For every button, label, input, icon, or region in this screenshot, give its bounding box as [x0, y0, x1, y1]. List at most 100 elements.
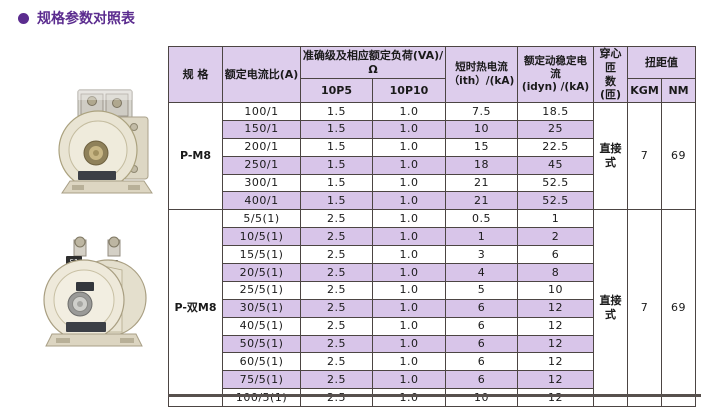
cell-ith: 4 [445, 263, 519, 282]
table-row: 250/1 1.5 1.0 18 45 [169, 155, 696, 175]
cell-nm: 69 [661, 101, 697, 211]
row-group-label: P-M8 [168, 101, 223, 211]
cell-10p10: 1.0 [371, 298, 447, 318]
cell-idyn: 12 [517, 370, 595, 390]
cell-10p10: 1.0 [371, 388, 447, 408]
col-header-10p10: 10P10 [371, 78, 447, 103]
cell-idyn: 18.5 [517, 102, 595, 121]
table-row: 10/5(1) 2.5 1.0 1 2 [169, 227, 696, 247]
bullet-icon [18, 12, 29, 24]
table-row: P-M8 100/1 1.5 1.0 7.5 18.5 直接式 7 69 [168, 101, 697, 211]
cell-10p10: 1.0 [371, 370, 447, 390]
col-header-turns: 穿心匝 数(匝) [593, 46, 629, 103]
cell-10p5: 2.5 [300, 263, 373, 282]
cell-ratio: 150/1 [222, 119, 301, 139]
cell-idyn: 22.5 [517, 137, 595, 157]
table-row: 200/1 1.5 1.0 15 22.5 [169, 137, 696, 157]
cell-ith: 15 [445, 137, 519, 157]
cell-ith: 6 [445, 334, 519, 354]
row-group-label: P-双M8 [168, 209, 223, 408]
spec-table: 规 格 额定电流比(A) 准确级及相应额定负荷(VA)/Ω 短时热电流 （ith… [168, 45, 697, 408]
cell-10p10: 1.0 [371, 191, 447, 211]
cell-ratio: 60/5(1) [222, 352, 301, 372]
cell-idyn: 52.5 [517, 173, 595, 193]
cell-10p5: 2.5 [300, 245, 373, 265]
cell-10p5: 1.5 [300, 191, 373, 211]
cell-turns: 直接式 [593, 209, 629, 408]
cell-ith: 1 [445, 227, 519, 247]
cell-ith: 18 [445, 155, 519, 175]
cell-10p10: 1.0 [371, 155, 447, 175]
table-row: 30/5(1) 2.5 1.0 6 12 [169, 298, 696, 318]
cell-idyn: 52.5 [517, 191, 595, 211]
terminal-screws [73, 236, 121, 257]
cell-ith: 7.5 [445, 102, 519, 121]
cell-ith: 6 [445, 316, 519, 336]
cell-ith: 0.5 [445, 209, 519, 229]
col-header-spec: 规 格 [168, 46, 223, 103]
cell-turns: 直接式 [593, 101, 629, 211]
cell-10p10: 1.0 [371, 352, 447, 372]
cell-ith: 5 [445, 280, 519, 300]
cell-idyn: 8 [517, 263, 595, 282]
cell-ith: 21 [445, 173, 519, 193]
table-row: P-双M8 5/5(1) 2.5 1.0 0.5 1 直接式 7 69 [168, 209, 697, 408]
cell-10p10: 1.0 [371, 280, 447, 300]
cell-10p5: 2.5 [300, 280, 373, 300]
cell-kgm: 7 [627, 101, 663, 211]
cell-10p10: 1.0 [371, 227, 447, 247]
cell-10p5: 2.5 [300, 209, 373, 229]
col-header-ith: 短时热电流 （ith）/(kA) [445, 46, 519, 103]
cell-idyn: 1 [517, 209, 595, 229]
cell-10p10: 1.0 [371, 137, 447, 157]
cell-10p5: 1.5 [300, 119, 373, 139]
cell-idyn: 12 [517, 334, 595, 354]
cell-ith: 10 [445, 388, 519, 408]
cell-ratio: 75/5(1) [222, 370, 301, 390]
cell-ratio: 50/5(1) [222, 334, 301, 354]
cell-10p10: 1.0 [371, 173, 447, 193]
cell-ratio: 15/5(1) [222, 245, 301, 265]
page-title-text: 规格参数对照表 [37, 11, 135, 27]
cell-ith: 6 [445, 352, 519, 372]
cell-10p10: 1.0 [371, 102, 447, 121]
cell-ratio: 100/5(1) [222, 388, 301, 408]
cell-ratio: 100/1 [222, 102, 301, 121]
cell-10p5: 2.5 [300, 227, 373, 247]
product-photo-p-m8 [48, 87, 162, 195]
table-row: 25/5(1) 2.5 1.0 5 10 [169, 280, 696, 300]
cell-nm: 69 [661, 209, 697, 408]
cell-10p5: 2.5 [300, 388, 373, 408]
cell-idyn: 12 [517, 298, 595, 318]
cell-idyn: 12 [517, 316, 595, 336]
cell-ratio: 5/5(1) [222, 209, 301, 229]
bottom-rule [168, 394, 701, 397]
cell-idyn: 2 [517, 227, 595, 247]
table-row: 50/5(1) 2.5 1.0 6 12 [169, 334, 696, 354]
cell-10p5: 1.5 [300, 137, 373, 157]
col-header-accuracy-group: 准确级及相应额定负荷(VA)/Ω [299, 45, 447, 80]
cell-idyn: 6 [517, 245, 595, 265]
cell-ratio: 300/1 [222, 173, 301, 193]
cell-10p5: 1.5 [300, 173, 373, 193]
cell-10p10: 1.0 [371, 263, 447, 282]
cell-10p5: 2.5 [300, 298, 373, 318]
cell-idyn: 45 [517, 155, 595, 175]
cell-10p10: 1.0 [371, 245, 447, 265]
cell-ratio: 20/5(1) [222, 263, 301, 282]
cell-ratio: 25/5(1) [222, 280, 301, 300]
cell-ith: 3 [445, 245, 519, 265]
col-header-10p5: 10P5 [300, 78, 373, 103]
cell-10p10: 1.0 [371, 334, 447, 354]
cell-idyn: 12 [517, 388, 595, 408]
table-row: 40/5(1) 2.5 1.0 6 12 [169, 316, 696, 336]
cell-idyn: 12 [517, 352, 595, 372]
cell-ratio: 40/5(1) [222, 316, 301, 336]
table-row: 400/1 1.5 1.0 21 52.5 [169, 191, 696, 211]
cell-ith: 21 [445, 191, 519, 211]
product-photo-p-shuang-m8: S1 S2 [36, 236, 154, 350]
cell-ratio: 30/5(1) [222, 298, 301, 318]
table-row: 75/5(1) 2.5 1.0 6 12 [169, 370, 696, 390]
cell-ith: 10 [445, 119, 519, 139]
cell-10p5: 1.5 [300, 102, 373, 121]
